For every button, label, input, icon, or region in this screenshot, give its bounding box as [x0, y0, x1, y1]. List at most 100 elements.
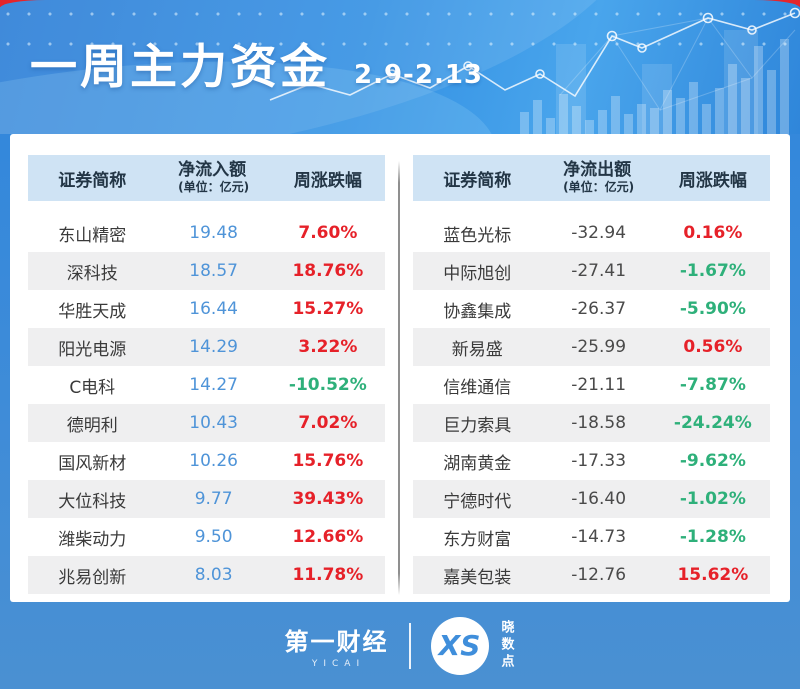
- data-card: 证券简称 净流入额 (单位：亿元) 周涨跌幅 东山精密 19.48 7.60% 深科技…: [10, 134, 790, 602]
- pct-change: -24.24%: [673, 413, 752, 433]
- table-row: 中际旭创 -27.41 -1.67%: [413, 252, 770, 290]
- stock-name: 深科技: [66, 263, 118, 284]
- yicai-logo-en: YICAI: [311, 659, 366, 669]
- outflow-table-header: 证券简称 净流出额 (单位：亿元) 周涨跌幅: [413, 155, 770, 201]
- banner-chart-decoration: [269, 7, 800, 134]
- flow-value: -27.41: [571, 261, 627, 281]
- stock-name: 协鑫集成: [443, 301, 512, 322]
- table-row: 阳光电源 14.29 3.22%: [28, 328, 385, 366]
- pct-change: 0.56%: [683, 337, 743, 357]
- flow-value: -26.37: [571, 299, 627, 319]
- pct-change: -1.02%: [679, 489, 746, 509]
- date-range: 2.9-2.13: [354, 60, 483, 90]
- stock-name: 华胜天成: [58, 301, 127, 322]
- table-row: 宁德时代 -16.40 -1.02%: [413, 480, 770, 518]
- dot-grid-decoration: [6, 42, 798, 46]
- column-header-value-unit: (单位：亿元): [178, 179, 250, 194]
- table-row: 蓝色光标 -32.94 0.16%: [413, 214, 770, 252]
- header-banner: 一周主力资金 2.9-2.13: [0, 0, 800, 134]
- flow-value: 14.27: [189, 375, 238, 395]
- stock-name: 大位科技: [58, 491, 127, 512]
- column-header-pct: 周涨跌幅: [678, 170, 747, 191]
- flow-value: 14.29: [189, 337, 238, 357]
- flow-value: -18.58: [571, 413, 627, 433]
- table-row: 大位科技 9.77 39.43%: [28, 480, 385, 518]
- flow-value: -16.40: [571, 489, 627, 509]
- flow-value: -25.99: [571, 337, 627, 357]
- pct-change: 7.60%: [298, 223, 358, 243]
- stock-name: C电科: [69, 377, 116, 398]
- stock-name: 国风新材: [58, 453, 127, 474]
- stock-name: 蓝色光标: [443, 225, 512, 246]
- inflow-table-header: 证券简称 净流入额 (单位：亿元) 周涨跌幅: [28, 155, 385, 201]
- table-row: 兆易创新 8.03 11.78%: [28, 556, 385, 594]
- stock-name: 兆易创新: [58, 567, 127, 588]
- pct-change: 39.43%: [292, 489, 364, 509]
- flow-value: 8.03: [194, 565, 233, 585]
- outflow-table: 证券简称 净流出额 (单位：亿元) 周涨跌幅 蓝色光标 -32.94 0.16% 中际…: [413, 155, 770, 602]
- stock-name: 信维通信: [443, 377, 512, 398]
- stock-name: 新易盛: [451, 339, 503, 360]
- table-row: 国风新材 10.26 15.76%: [28, 442, 385, 480]
- column-header-pct: 周涨跌幅: [293, 170, 362, 191]
- stock-name: 德明利: [66, 415, 118, 436]
- table-row: 信维通信 -21.11 -7.87%: [413, 366, 770, 404]
- vertical-divider: [398, 161, 400, 595]
- flow-value: -14.73: [571, 527, 627, 547]
- outflow-table-body: 蓝色光标 -32.94 0.16% 中际旭创 -27.41 -1.67% 协鑫集成 -26.3…: [413, 214, 770, 594]
- stock-name: 湖南黄金: [443, 453, 512, 474]
- pct-change: -10.52%: [288, 375, 367, 395]
- table-row: 德明利 10.43 7.02%: [28, 404, 385, 442]
- column-header-name: 证券简称: [443, 170, 512, 191]
- stock-name: 东方财富: [443, 529, 512, 550]
- table-row: 东山精密 19.48 7.60%: [28, 214, 385, 252]
- pct-change: 11.78%: [292, 565, 364, 585]
- xs-monogram: XS: [438, 629, 481, 662]
- flow-value: 19.48: [189, 223, 238, 243]
- bar-chart-silhouette: [520, 39, 789, 134]
- xiaoshudian-logo-label: 晓数点: [498, 620, 514, 671]
- table-row: 东方财富 -14.73 -1.28%: [413, 518, 770, 556]
- table-row: 湖南黄金 -17.33 -9.62%: [413, 442, 770, 480]
- pct-change: -1.67%: [679, 261, 746, 281]
- pct-change: -7.87%: [679, 375, 746, 395]
- table-row: 新易盛 -25.99 0.56%: [413, 328, 770, 366]
- stock-name: 东山精密: [58, 225, 127, 246]
- pct-change: 3.22%: [298, 337, 358, 357]
- table-row: 巨力索具 -18.58 -24.24%: [413, 404, 770, 442]
- table-row: 潍柴动力 9.50 12.66%: [28, 518, 385, 556]
- pct-change: -9.62%: [679, 451, 746, 471]
- table-row: 嘉美包装 -12.76 15.62%: [413, 556, 770, 594]
- stock-name: 阳光电源: [58, 339, 127, 360]
- footer-divider: [408, 622, 411, 669]
- inflow-table: 证券简称 净流入额 (单位：亿元) 周涨跌幅 东山精密 19.48 7.60% 深科技…: [28, 155, 385, 602]
- dot-grid-decoration: [6, 12, 798, 16]
- pct-change: 0.16%: [683, 223, 743, 243]
- pct-change: 15.76%: [292, 451, 364, 471]
- flow-value: 10.43: [189, 413, 238, 433]
- page-title: 一周主力资金: [30, 40, 330, 95]
- pct-change: 15.27%: [292, 299, 364, 319]
- flow-value: 10.26: [189, 451, 238, 471]
- table-divider-area: [385, 155, 413, 602]
- pct-change: 7.02%: [298, 413, 358, 433]
- yicai-logo: 第一财经 YICAI: [285, 622, 389, 669]
- pct-change: -1.28%: [679, 527, 746, 547]
- flow-value: 16.44: [189, 299, 238, 319]
- column-header-name: 证券简称: [58, 170, 127, 191]
- footer: 第一财经 YICAI XS 晓数点: [0, 602, 800, 689]
- table-row: 深科技 18.57 18.76%: [28, 252, 385, 290]
- pct-change: 18.76%: [292, 261, 364, 281]
- table-row: 协鑫集成 -26.37 -5.90%: [413, 290, 770, 328]
- column-header-value-unit: (单位：亿元): [563, 179, 635, 194]
- flow-value: 9.50: [194, 527, 233, 547]
- flow-value: -17.33: [571, 451, 627, 471]
- pct-change: 15.62%: [677, 565, 749, 585]
- stock-name: 嘉美包装: [443, 567, 512, 588]
- flow-value: 18.57: [189, 261, 238, 281]
- stock-name: 潍柴动力: [58, 529, 127, 550]
- column-header-value: 净流出额 (单位：亿元): [542, 161, 656, 194]
- yicai-logo-cn: 第一财经: [284, 628, 389, 656]
- stock-name: 中际旭创: [443, 263, 512, 284]
- constellation-decoration: [559, 17, 796, 111]
